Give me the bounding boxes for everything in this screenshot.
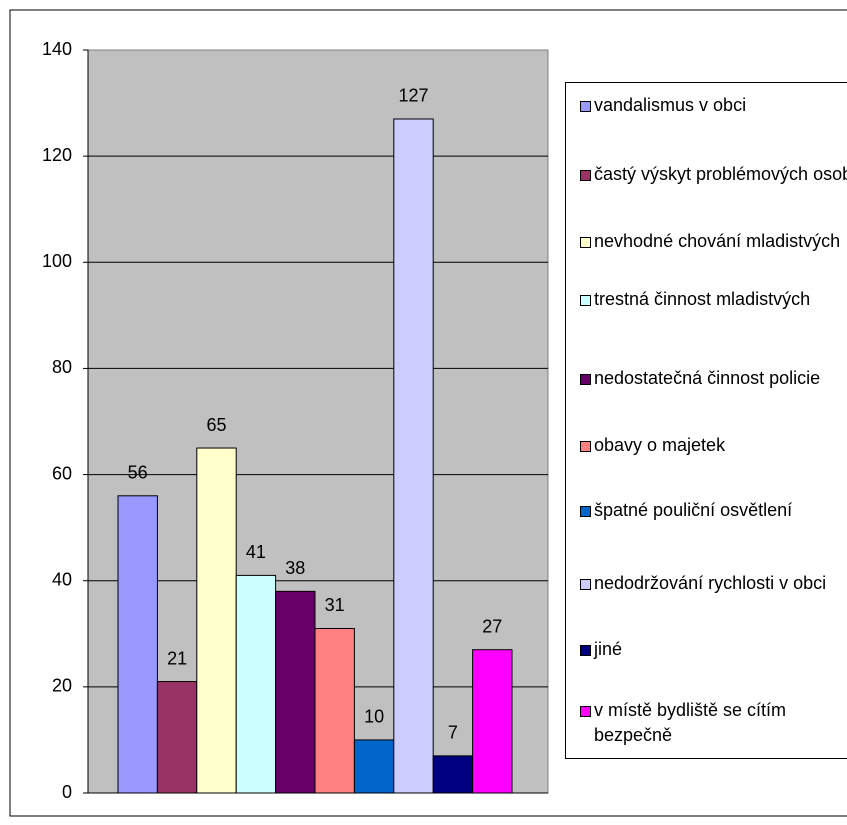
legend-swatch: [580, 645, 591, 656]
bar: [156, 681, 198, 794]
y-tick-label: 100: [42, 251, 72, 271]
bar: [196, 447, 237, 794]
bar: [353, 739, 395, 794]
value-label: 21: [167, 648, 187, 668]
bar: [432, 755, 474, 794]
y-tick-label: 80: [52, 357, 72, 377]
legend-label: špatné pouliční osvětlení: [594, 500, 793, 520]
legend-entry: vandalismus v obci: [580, 93, 847, 118]
bar: [275, 590, 316, 794]
legend-swatch: [580, 374, 591, 385]
legend-label: nedodržování rychlosti v obci: [594, 573, 827, 593]
legend-entry: v místě bydliště se cítím bezpečně: [580, 698, 847, 748]
legend-swatch: [580, 441, 591, 452]
legend-label: častý výskyt problémových osob: [594, 164, 847, 184]
legend-swatch: [580, 706, 591, 717]
legend-entry: jiné: [580, 637, 847, 662]
legend-label: vandalismus v obci: [594, 95, 747, 115]
y-tick-label: 60: [52, 463, 72, 483]
y-tick-label: 40: [52, 569, 72, 589]
y-tick-label: 140: [42, 39, 72, 59]
legend-label: trestná činnost mladistvých: [594, 289, 811, 309]
bar: [314, 627, 355, 794]
y-tick-label: 0: [62, 782, 72, 802]
legend-label: v místě bydliště se cítím bezpečně: [594, 700, 787, 745]
legend-entry: nevhodné chování mladistvých: [580, 229, 847, 254]
bar: [393, 118, 434, 794]
legend-entry: častý výskyt problémových osob: [580, 162, 847, 187]
legend-entry: obavy o majetek: [580, 433, 847, 458]
value-label: 41: [246, 542, 266, 562]
value-label: 27: [482, 616, 502, 636]
legend-swatch: [580, 170, 591, 181]
bar: [472, 649, 513, 794]
y-tick-label: 20: [52, 676, 72, 696]
legend-entry: nedodržování rychlosti v obci: [580, 571, 847, 596]
value-label: 56: [128, 463, 148, 483]
legend-label: nevhodné chování mladistvých: [594, 231, 841, 251]
value-label: 31: [325, 595, 345, 615]
y-tick-label: 120: [42, 145, 72, 165]
value-label: 127: [398, 86, 428, 106]
legend-swatch: [580, 237, 591, 248]
legend-label: jiné: [594, 639, 623, 659]
bar: [235, 574, 277, 794]
legend-label: nedostatečná činnost policie: [594, 368, 821, 388]
value-label: 65: [206, 415, 226, 435]
value-label: 10: [364, 707, 384, 727]
value-label: 7: [448, 723, 458, 743]
legend-swatch: [580, 101, 591, 112]
legend: vandalismus v obci častý výskyt problémov…: [565, 82, 847, 759]
value-label: 38: [285, 558, 305, 578]
legend-entry: nedostatečná činnost policie: [580, 366, 847, 391]
bar: [117, 495, 158, 794]
legend-swatch: [580, 579, 591, 590]
legend-label: obavy o majetek: [594, 435, 726, 455]
legend-entry: trestná činnost mladistvých: [580, 287, 847, 312]
legend-entry: špatné pouliční osvětlení: [580, 498, 847, 523]
legend-swatch: [580, 295, 591, 306]
legend-swatch: [580, 506, 591, 517]
